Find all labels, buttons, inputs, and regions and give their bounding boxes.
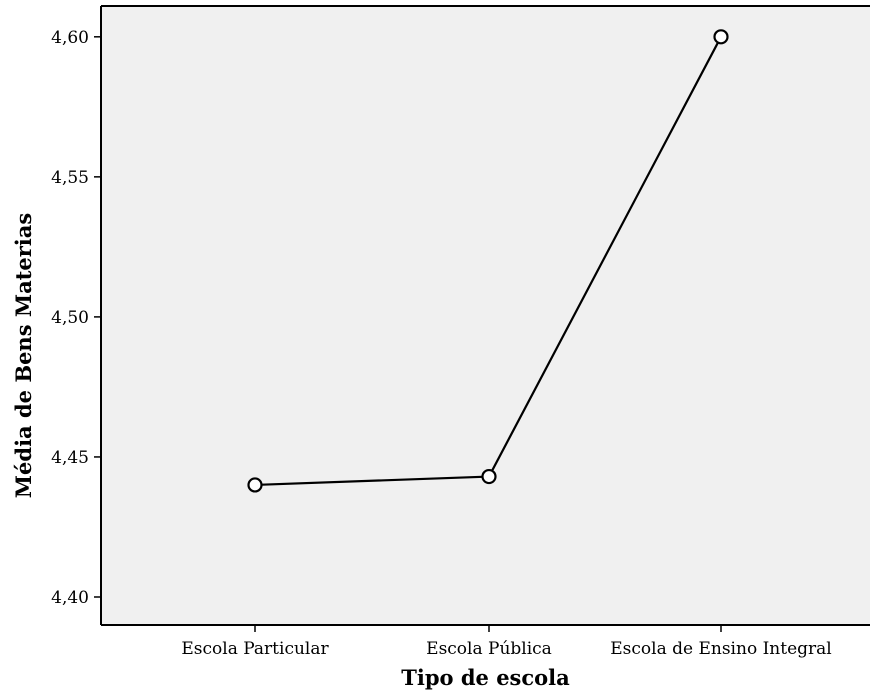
data-point-marker	[713, 29, 729, 45]
x-axis-title: Tipo de escola	[401, 665, 570, 690]
y-tick-label: 4,40	[51, 588, 89, 608]
y-axis-title: Média de Bens Materias	[11, 213, 36, 498]
y-tick-label: 4,50	[51, 308, 89, 328]
x-tick-label: Escola Particular	[181, 639, 329, 659]
y-axis-ticks: 4,40 4,45 4,50 4,55 4,60	[51, 28, 101, 608]
x-tick-label: Escola Pública	[426, 639, 552, 659]
x-axis-ticks: Escola Particular Escola Pública Escola de…	[181, 625, 832, 659]
data-point-marker	[247, 477, 263, 493]
x-tick-label: Escola de Ensino Integral	[610, 639, 831, 659]
y-tick-label: 4,60	[51, 28, 89, 48]
data-point-marker	[481, 468, 497, 485]
series-layer	[247, 29, 729, 493]
plot-area	[101, 6, 870, 625]
y-tick-label: 4,45	[51, 448, 89, 468]
y-tick-label: 4,55	[51, 168, 89, 188]
